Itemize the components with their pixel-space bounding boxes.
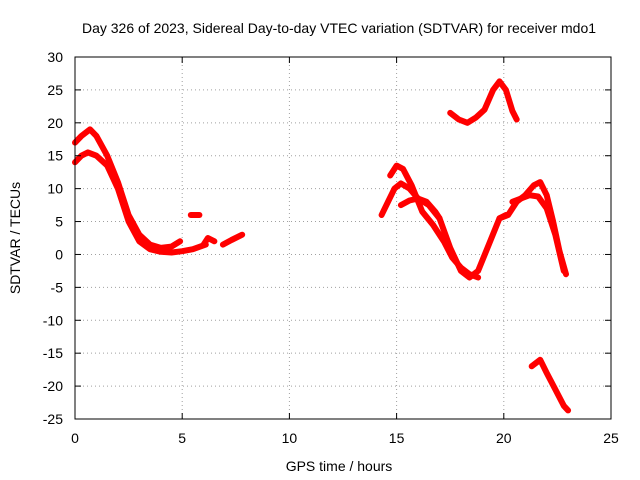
series-arc-2 <box>72 149 209 256</box>
y-tick-label: 15 <box>47 148 63 164</box>
series-arc-8 <box>397 195 443 222</box>
y-tick-label: -5 <box>51 279 64 295</box>
x-tick-label: 20 <box>496 430 512 446</box>
y-tick-label: 10 <box>47 181 63 197</box>
plot-frame <box>74 56 612 420</box>
series-arc-6 <box>378 180 509 281</box>
series-arc-5 <box>219 231 246 248</box>
ticks <box>74 56 612 420</box>
y-tick-label: -15 <box>43 345 63 361</box>
y-tick-label: 25 <box>47 82 63 98</box>
y-tick-label: -25 <box>43 411 63 427</box>
x-tick-label: 10 <box>282 430 298 446</box>
series-arc-7 <box>387 162 482 281</box>
x-tick-label: 15 <box>389 430 405 446</box>
x-tick-label: 25 <box>603 430 619 446</box>
y-tick-label: 20 <box>47 115 63 131</box>
y-tick-label: 30 <box>47 49 63 65</box>
tick-labels: 0 5 10 15 20 25 -25 -20 -15 -10 -5 0 5 10 15 20 25 30 <box>43 49 619 446</box>
series-arc-11 <box>509 192 567 274</box>
y-axis-label: SDTVAR / TECUs <box>7 182 23 294</box>
x-tick-label: 0 <box>71 430 79 446</box>
y-tick-label: -20 <box>43 378 63 394</box>
y-tick-label: 0 <box>55 246 63 262</box>
y-tick-label: -10 <box>43 312 63 328</box>
grid <box>75 57 611 419</box>
x-axis-label: GPS time / hours <box>286 458 393 474</box>
series-arc-9 <box>447 78 520 126</box>
x-tick-label: 5 <box>178 430 186 446</box>
series-arc-12 <box>528 356 572 414</box>
y-tick-label: 5 <box>55 214 63 230</box>
series-arc-4 <box>200 235 218 248</box>
chart-title: Day 326 of 2023, Sidereal Day-to-day VTE… <box>82 20 596 36</box>
series-layer <box>72 78 572 414</box>
